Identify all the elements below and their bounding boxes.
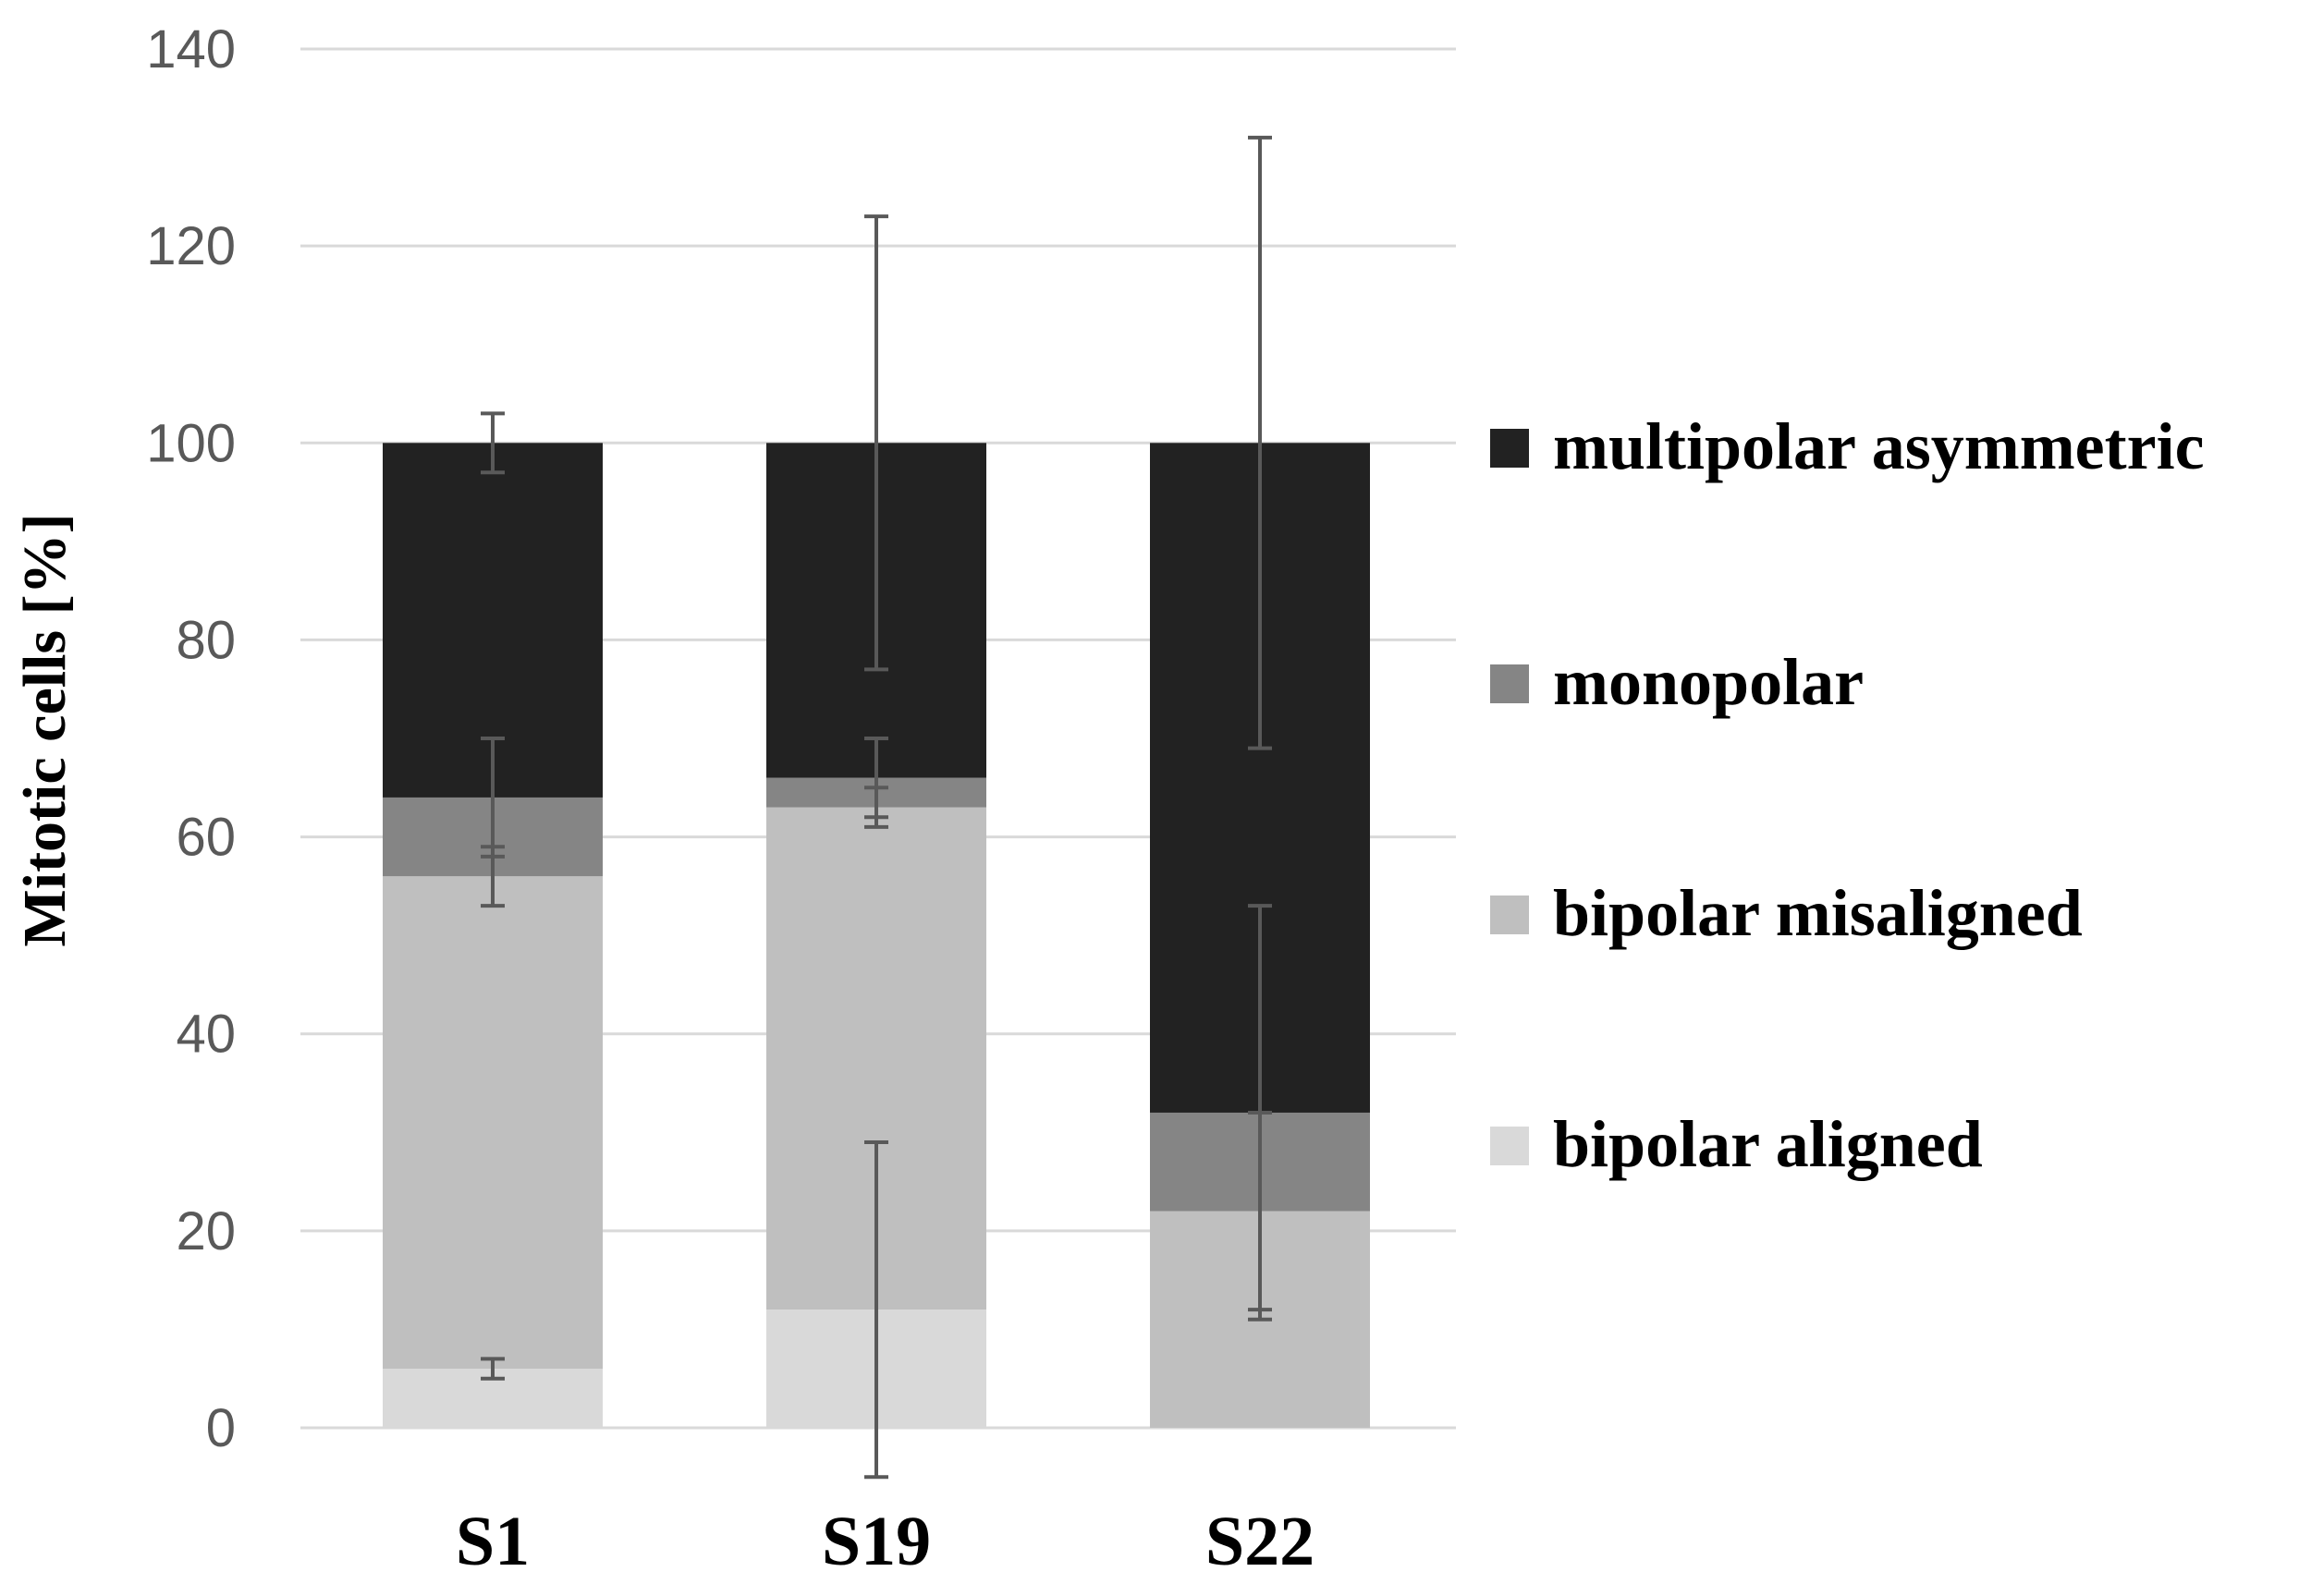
y-tick-label: 140 [146, 19, 236, 79]
bar-S1-bipolar-misaligned [383, 876, 603, 1370]
y-tick-label: 120 [146, 216, 236, 276]
legend-swatch [1490, 664, 1529, 703]
legend-label: multipolar asymmetric [1553, 409, 2205, 483]
legend: multipolar asymmetric monopolar bipolar mi… [1490, 409, 2205, 1181]
y-axis-ticks: 0 20 40 60 80 100 120 140 [146, 19, 236, 1458]
y-tick-label: 40 [176, 1005, 236, 1065]
legend-label: bipolar aligned [1553, 1107, 1983, 1181]
y-tick-label: 80 [176, 610, 236, 670]
error-bars [481, 135, 1272, 1480]
y-tick-label: 100 [146, 413, 236, 473]
y-axis-label: Mitotic cells [%] [11, 513, 79, 946]
bars [383, 443, 1370, 1428]
legend-label: monopolar [1553, 645, 1864, 719]
y-tick-label: 60 [176, 808, 236, 868]
legend-swatch [1490, 895, 1529, 934]
y-tick-label: 20 [176, 1201, 236, 1261]
legend-swatch [1490, 429, 1529, 468]
y-tick-label: 0 [206, 1398, 236, 1458]
x-category-label: S1 [456, 1503, 530, 1580]
legend-label: bipolar misaligned [1553, 876, 2083, 950]
x-axis-categories: S1 S19 S22 [456, 1503, 1314, 1580]
x-category-label: S19 [822, 1503, 931, 1580]
x-category-label: S22 [1205, 1503, 1314, 1580]
legend-swatch [1490, 1127, 1529, 1165]
